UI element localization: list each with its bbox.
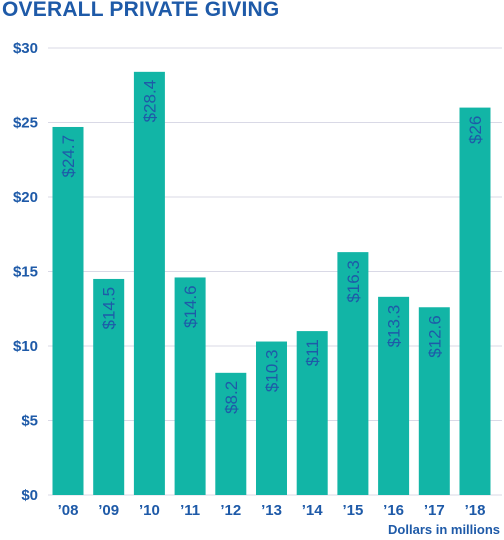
bar: [52, 126, 84, 495]
data-label: $14.6: [181, 285, 200, 328]
bar: [418, 307, 450, 495]
bar: [459, 107, 491, 495]
bar: [337, 252, 369, 495]
data-label: $14.5: [100, 287, 119, 330]
data-labels: $24.7 $14.5 $28.4 $14.6 $8.2 $10.3 $11 $16.3 $13…: [59, 80, 485, 414]
data-label: $10.3: [263, 350, 282, 393]
x-tick-label: ’11: [180, 502, 200, 519]
bar: [296, 331, 328, 495]
x-tick-label: ’14: [302, 502, 324, 519]
y-axis: $0 $5 $10 $15 $20 $25 $30: [13, 40, 38, 504]
y-tick-label: $5: [21, 413, 38, 430]
data-label: $8.2: [222, 381, 241, 414]
chart-title: OVERALL PRIVATE GIVING: [2, 0, 280, 21]
data-label: $16.3: [344, 260, 363, 303]
bar: [378, 296, 410, 495]
bar: [93, 278, 125, 495]
y-tick-label: $0: [21, 487, 38, 504]
bar: [215, 372, 247, 495]
x-tick-label: ’17: [424, 502, 445, 519]
y-tick-label: $15: [13, 264, 38, 281]
bar: [133, 71, 165, 495]
x-tick-label: ’08: [58, 502, 79, 519]
data-label: $24.7: [59, 135, 78, 178]
x-tick-label: ’16: [383, 502, 404, 519]
y-tick-label: $25: [13, 115, 38, 132]
data-label: $11: [303, 339, 322, 366]
x-tick-label: ’18: [465, 502, 486, 519]
data-label: $26: [466, 116, 485, 144]
data-label: $28.4: [140, 80, 159, 123]
x-axis: ’08 ’09 ’10 ’11 ’12 ’13 ’14 ’15 ’16 ’17 ’18: [58, 502, 486, 519]
bar: [256, 341, 287, 495]
x-tick-label: ’12: [220, 502, 241, 519]
x-tick-label: ’15: [342, 502, 363, 519]
y-tick-label: $20: [13, 189, 38, 206]
y-tick-label: $10: [13, 338, 38, 355]
x-tick-label: ’09: [98, 502, 119, 519]
bar: [174, 277, 206, 495]
unit-note: Dollars in millions: [388, 522, 500, 537]
bars: [52, 71, 491, 495]
data-label: $13.3: [385, 305, 404, 348]
data-label: $12.6: [425, 315, 444, 358]
y-tick-label: $30: [13, 40, 38, 57]
x-tick-label: ’10: [139, 502, 160, 519]
x-tick-label: ’13: [261, 502, 282, 519]
